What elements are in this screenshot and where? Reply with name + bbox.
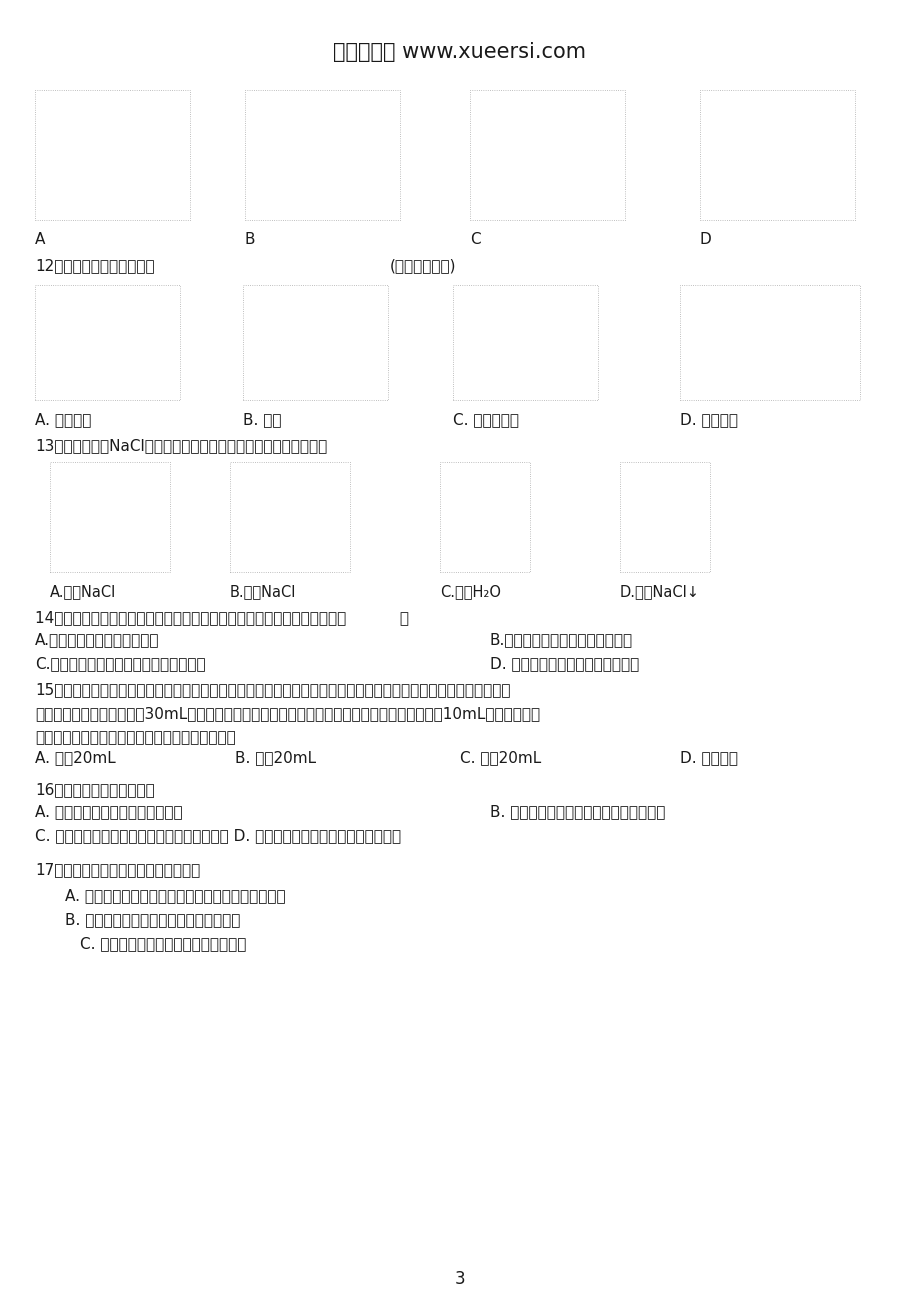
Bar: [439, 462, 529, 572]
Text: C: C: [470, 232, 480, 247]
Text: (　　　　　　): ( ): [390, 258, 456, 273]
Text: B. 化学实验室必须备有灭火器等防火器材: B. 化学实验室必须备有灭火器等防火器材: [65, 911, 240, 927]
Text: 15、化学实验课上，某同学练习用量筒量取液体。他先将量筒放在水平的实验桌上，在量筒中加入一些水后，他先是: 15、化学实验课上，某同学练习用量筒量取液体。他先将量筒放在水平的实验桌上，在量…: [35, 682, 510, 697]
Text: 13、下图是利用NaCl固体配制生理盐水的主要操作，其中错误的是: 13、下图是利用NaCl固体配制生理盐水的主要操作，其中错误的是: [35, 437, 327, 453]
Text: 学而思网校 www.xueersi.com: 学而思网校 www.xueersi.com: [333, 42, 586, 62]
Text: C.托盘天平、玻璃棒、量筒、烧杯、药匙: C.托盘天平、玻璃棒、量筒、烧杯、药匙: [35, 656, 206, 671]
Bar: [243, 285, 388, 400]
Text: B. 过滤: B. 过滤: [243, 411, 281, 427]
Bar: [470, 90, 624, 220]
Text: B. 小于20mL: B. 小于20mL: [234, 750, 316, 766]
Bar: [230, 462, 349, 572]
Text: C.量取H₂O: C.量取H₂O: [439, 585, 501, 599]
Bar: [244, 90, 400, 220]
Text: 17、下列关于实验安全的说法错误的是: 17、下列关于实验安全的说法错误的是: [35, 862, 200, 878]
Text: B. 要节约药品，多取的药品放回原试剑瓶: B. 要节约药品，多取的药品放回原试剑瓶: [490, 805, 664, 819]
Bar: [35, 285, 180, 400]
Text: A: A: [35, 232, 45, 247]
Text: 算算，这位同学实际上往烧杯中倾倒的液体体积为: 算算，这位同学实际上往烧杯中倾倒的液体体积为: [35, 730, 235, 745]
Text: C. 等于20mL: C. 等于20mL: [460, 750, 540, 766]
Text: A.取用NaCl: A.取用NaCl: [50, 585, 116, 599]
Text: A. 加热液体: A. 加热液体: [35, 411, 91, 427]
Text: C. 块状而又无腐蚀性的药品允许用手直接取用 D. 加热后的试管冷却后，才用清水冲洗: C. 块状而又无腐蚀性的药品允许用手直接取用 D. 加热后的试管冷却后，才用清水…: [35, 828, 401, 842]
Text: B.称量NaCl: B.称量NaCl: [230, 585, 296, 599]
Text: A. 大于20mL: A. 大于20mL: [35, 750, 116, 766]
Text: D. 无法判断: D. 无法判断: [679, 750, 737, 766]
Text: A.量筒、烧杯、漏斗、玻璃棒: A.量筒、烧杯、漏斗、玻璃棒: [35, 631, 159, 647]
Text: 仰视液面，读到刻度数値为30mL，接着他倾出部分液体在烧杯内，又俧视液面，读到刻度数値为10mL。请你来帮他: 仰视液面，读到刻度数値为30mL，接着他倾出部分液体在烧杯内，又俧视液面，读到刻…: [35, 706, 539, 721]
Bar: [35, 90, 190, 220]
Text: D.溶解NaCl↓: D.溶解NaCl↓: [619, 585, 699, 599]
Text: C. 稼释浓硫酸: C. 稼释浓硫酸: [452, 411, 518, 427]
Text: 3: 3: [454, 1269, 465, 1288]
Bar: [452, 285, 597, 400]
Text: B: B: [244, 232, 255, 247]
Text: A. 一切要产生有毒气体的实验均不能在实验室中进行: A. 一切要产生有毒气体的实验均不能在实验室中进行: [65, 888, 285, 904]
Text: A. 把鼻子凑到容器口去闻气体气味: A. 把鼻子凑到容器口去闻气体气味: [35, 805, 183, 819]
Bar: [50, 462, 170, 572]
Text: C. 易燃易爆物不能跟其他物质混合存放: C. 易燃易爆物不能跟其他物质混合存放: [80, 936, 246, 950]
Bar: [679, 285, 859, 400]
Text: D: D: [699, 232, 711, 247]
Text: 14、用配制一定溶质质量分数的食盐溶液，实验时必不可少的一组仪器是（           ）: 14、用配制一定溶质质量分数的食盐溶液，实验时必不可少的一组仪器是（ ）: [35, 611, 409, 625]
Text: D. 量筒、玻璃棒、烧杯、胶头滴管: D. 量筒、玻璃棒、烧杯、胶头滴管: [490, 656, 639, 671]
Text: 12、下列实验操作正确的是: 12、下列实验操作正确的是: [35, 258, 154, 273]
Text: 16、下列实验操作正确的是: 16、下列实验操作正确的是: [35, 783, 154, 797]
Bar: [699, 90, 854, 220]
Bar: [619, 462, 709, 572]
Text: B.托盘天平、玻璃棒、药匙、量筒: B.托盘天平、玻璃棒、药匙、量筒: [490, 631, 632, 647]
Text: D. 称量固体: D. 称量固体: [679, 411, 737, 427]
